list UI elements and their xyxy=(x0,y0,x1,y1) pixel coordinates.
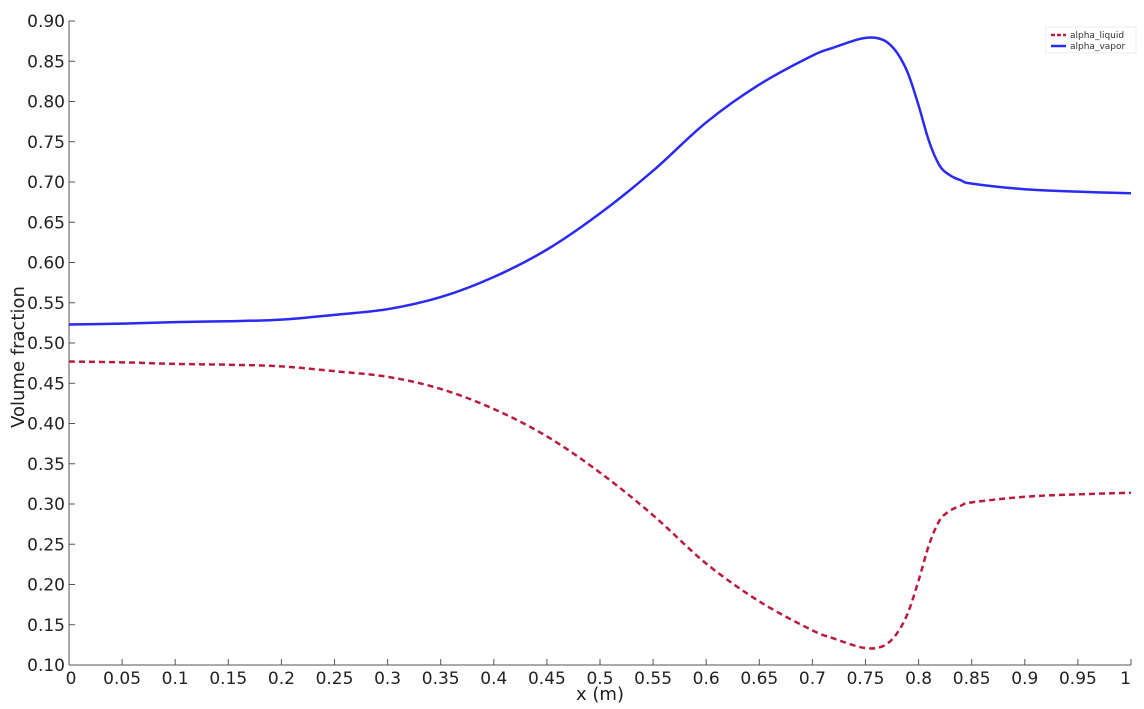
y-tick-label: 0.75 xyxy=(27,133,65,153)
y-axis-title: Volume fraction xyxy=(8,286,29,428)
x-tick-label: 0.95 xyxy=(1059,669,1097,689)
legend-label-alpha-liquid: alpha_liquid xyxy=(1070,31,1124,41)
x-tick-label: 0.9 xyxy=(1011,669,1038,689)
x-tick-label: 0.1 xyxy=(162,669,189,689)
x-axis-title: x (m) xyxy=(576,684,624,705)
plot-lines xyxy=(68,36,1132,650)
y-tick-label: 0.30 xyxy=(27,495,65,515)
x-tick-label: 0.55 xyxy=(634,669,672,689)
x-tick-label: 0.15 xyxy=(209,669,247,689)
legend-box xyxy=(1045,26,1137,54)
x-tick-label: 0 xyxy=(66,669,77,689)
y-tick-label: 0.35 xyxy=(27,455,65,475)
y-tick-label: 0.10 xyxy=(27,656,65,676)
x-tick-label: 0.65 xyxy=(740,669,778,689)
x-tick-label: 0.6 xyxy=(693,669,720,689)
legend-label-alpha-vapor: alpha_vapor xyxy=(1070,42,1126,52)
y-tick-label: 0.40 xyxy=(27,415,65,435)
x-tick-label: 0.2 xyxy=(268,669,295,689)
x-tick-label: 0.8 xyxy=(905,669,932,689)
x-tick-label: 0.35 xyxy=(422,669,460,689)
y-tick-label: 0.65 xyxy=(27,213,65,233)
y-tick-label: 0.80 xyxy=(27,93,65,113)
y-tick-label: 0.70 xyxy=(27,173,65,193)
x-tick-label: 0.5 xyxy=(586,669,613,689)
x-tick-label: 0.4 xyxy=(480,669,507,689)
x-tick-label: 0.05 xyxy=(103,669,141,689)
y-tick-label: 0.90 xyxy=(27,12,65,32)
y-tick-label: 0.55 xyxy=(27,294,65,314)
x-tick-label: 0.7 xyxy=(799,669,826,689)
x-tick-label: 0.45 xyxy=(528,669,566,689)
y-tick-label: 0.20 xyxy=(27,576,65,596)
y-tick-label: 0.60 xyxy=(27,254,65,274)
x-tick-label: 0.85 xyxy=(953,669,991,689)
series-line-alpha-liquid xyxy=(68,360,1132,650)
y-tick-label: 0.85 xyxy=(27,52,65,72)
y-tick-label: 0.25 xyxy=(27,535,65,555)
y-tick-label: 0.50 xyxy=(27,334,65,354)
x-tick-label: 0.25 xyxy=(316,669,354,689)
x-tick-label: 1 xyxy=(1120,669,1131,689)
series-line-alpha-vapor xyxy=(68,36,1132,326)
x-tick-label: 0.75 xyxy=(847,669,885,689)
axes: 0 0.05 0.1 0.15 0.2 0.25 0.3 0.35 0.4 0.45 0.5 0.55… xyxy=(27,12,1132,689)
x-tick-label: 0.3 xyxy=(374,669,401,689)
y-tick-label: 0.15 xyxy=(27,616,65,636)
y-tick-label: 0.45 xyxy=(27,374,65,394)
